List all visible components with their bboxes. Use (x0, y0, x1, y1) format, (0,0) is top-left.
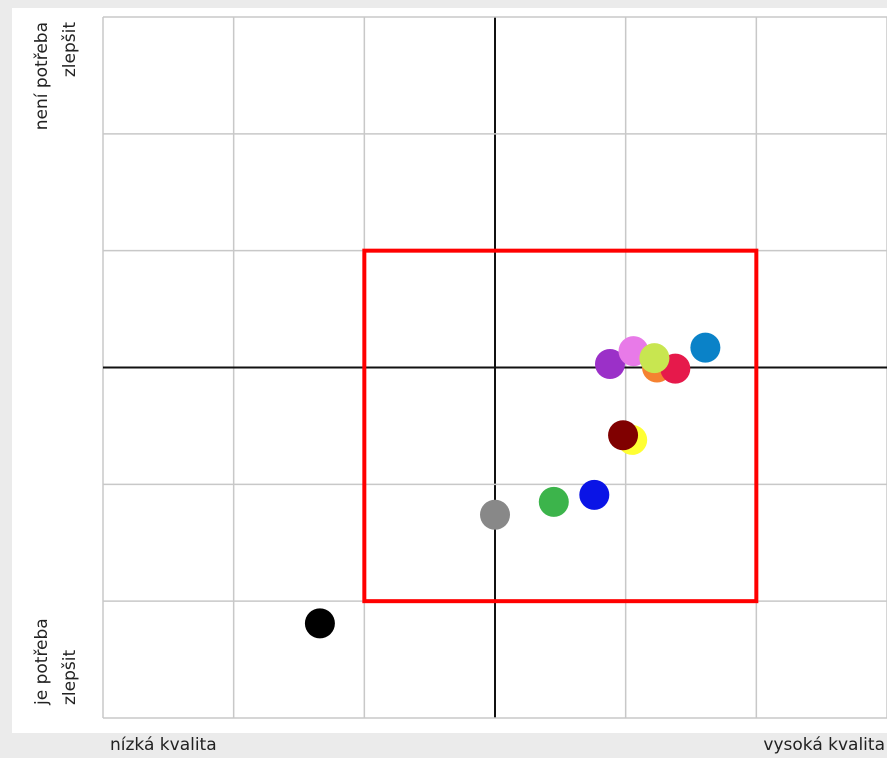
y-high-label: není potřeba (32, 22, 52, 130)
point (304, 608, 335, 639)
x-high-label: vysoká kvalita (763, 735, 885, 755)
y-low-label: je potřeba (32, 618, 52, 706)
highlight-box (362, 248, 759, 604)
chart-background (12, 8, 887, 733)
point (639, 343, 670, 374)
x-low-label: nízká kvalita (110, 735, 217, 755)
point (690, 332, 721, 363)
point (579, 479, 610, 510)
y-low-label: zlepšit (60, 650, 80, 705)
point (608, 420, 639, 451)
point (538, 486, 569, 517)
point (480, 499, 510, 530)
point (594, 348, 625, 379)
y-high-label: zlepšit (60, 22, 80, 77)
